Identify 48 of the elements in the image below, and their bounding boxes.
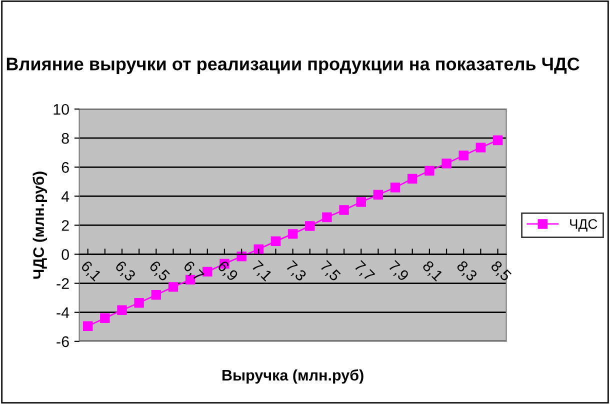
point — [288, 229, 298, 239]
point — [236, 252, 246, 262]
point — [270, 236, 281, 246]
y-tick-label: 6 — [62, 162, 69, 173]
y-tick-label: -4 — [56, 307, 70, 318]
point — [424, 166, 434, 176]
point — [151, 290, 162, 300]
x-tick-label: 6,9 — [216, 260, 239, 283]
x-tick-label: 6,7 — [182, 260, 205, 283]
y-tick-label: 2 — [62, 220, 69, 231]
point — [254, 244, 264, 254]
legend-label: ЧДС — [570, 219, 598, 232]
x-tick-label: 7,3 — [284, 260, 308, 283]
point — [134, 298, 144, 308]
x-tick-label: 8,3 — [454, 260, 478, 283]
x-axis-title: Выручка (млн.руб) — [222, 369, 364, 384]
y-tick-label: -6 — [56, 336, 69, 348]
point — [373, 190, 384, 200]
x-tick-label: 7,7 — [352, 260, 376, 283]
point — [322, 212, 332, 222]
y-tick-label: 0 — [62, 249, 69, 260]
x-tick-label: 6,3 — [113, 260, 136, 283]
x-tick-label: 7,1 — [250, 260, 273, 283]
x-tick-label: 6,5 — [147, 260, 170, 283]
point — [458, 150, 468, 160]
point — [442, 158, 452, 168]
point — [339, 205, 349, 215]
x-tick-label: 8,1 — [420, 260, 444, 283]
x-tick-label: 8,5 — [489, 260, 512, 283]
x-tick-label: 7,5 — [318, 260, 342, 283]
y-tick-label: 10 — [54, 104, 69, 115]
x-tick-label: 7,9 — [386, 260, 410, 283]
y-tick-label: 4 — [61, 191, 70, 202]
point — [356, 197, 366, 207]
point — [476, 142, 486, 152]
y-tick-label: -2 — [56, 278, 69, 289]
point — [100, 313, 110, 324]
point — [390, 182, 400, 192]
y-axis-title: ЧДС (млн.руб) — [32, 172, 48, 279]
y-tick-label: 8 — [62, 132, 69, 144]
point — [82, 321, 93, 331]
point — [305, 221, 315, 231]
chart-title: Влияние выручки от реализации продукции на показатель ЧДС — [6, 58, 580, 74]
point — [117, 305, 127, 316]
point — [408, 174, 418, 184]
point — [168, 282, 178, 292]
x-tick-label: 6,1 — [79, 260, 102, 283]
point — [492, 135, 503, 146]
